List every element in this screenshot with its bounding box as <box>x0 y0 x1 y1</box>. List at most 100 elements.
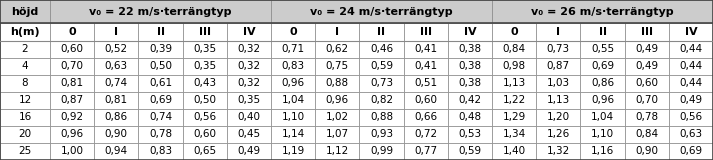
Bar <box>50 23 94 41</box>
Bar <box>448 126 492 143</box>
Bar <box>271 109 315 126</box>
Text: v₀ = 22 m/s·terrängtyp: v₀ = 22 m/s·terrängtyp <box>89 7 232 16</box>
Text: 0,69: 0,69 <box>679 147 702 156</box>
Bar <box>359 92 404 109</box>
Text: 0,99: 0,99 <box>370 147 393 156</box>
Bar <box>404 41 448 58</box>
Bar <box>669 109 713 126</box>
Bar <box>0 143 50 160</box>
Bar <box>580 92 625 109</box>
Text: 1,12: 1,12 <box>326 147 349 156</box>
Bar <box>580 109 625 126</box>
Text: 0,40: 0,40 <box>237 112 260 122</box>
Bar <box>183 23 227 41</box>
Bar <box>94 58 138 75</box>
Text: IV: IV <box>463 27 476 37</box>
Text: 0,45: 0,45 <box>237 129 260 140</box>
Bar <box>448 143 492 160</box>
Text: 0,73: 0,73 <box>370 78 393 88</box>
Bar <box>580 41 625 58</box>
Bar <box>492 75 536 92</box>
Bar <box>0 0 50 23</box>
Bar <box>669 126 713 143</box>
Bar <box>315 41 359 58</box>
Bar <box>315 75 359 92</box>
Bar <box>359 109 404 126</box>
Text: 1,13: 1,13 <box>503 78 525 88</box>
Bar <box>448 23 492 41</box>
Text: II: II <box>156 27 165 37</box>
Bar <box>138 75 183 92</box>
Text: 0,42: 0,42 <box>458 96 481 105</box>
Text: 0,49: 0,49 <box>635 44 658 54</box>
Text: 0: 0 <box>289 27 297 37</box>
Bar <box>359 126 404 143</box>
Text: 4: 4 <box>21 61 29 71</box>
Bar <box>536 126 580 143</box>
Text: 0,56: 0,56 <box>679 112 702 122</box>
Text: 0,60: 0,60 <box>61 44 83 54</box>
Text: 1,07: 1,07 <box>326 129 349 140</box>
Text: 0,72: 0,72 <box>414 129 437 140</box>
Text: 0,43: 0,43 <box>193 78 216 88</box>
Bar <box>183 126 227 143</box>
Bar <box>404 126 448 143</box>
Bar <box>50 92 94 109</box>
Text: 0,49: 0,49 <box>679 96 702 105</box>
Bar <box>227 126 271 143</box>
Bar <box>536 109 580 126</box>
Text: 0,59: 0,59 <box>370 61 393 71</box>
Text: 0,96: 0,96 <box>591 96 614 105</box>
Text: 0,38: 0,38 <box>458 61 481 71</box>
Bar <box>625 109 669 126</box>
Text: v₀ = 24 m/s·terrängtyp: v₀ = 24 m/s·terrängtyp <box>310 7 453 16</box>
Bar <box>138 23 183 41</box>
Text: 0,44: 0,44 <box>679 61 702 71</box>
Text: 0,49: 0,49 <box>237 147 260 156</box>
Bar <box>227 143 271 160</box>
Text: 0,66: 0,66 <box>414 112 437 122</box>
Bar <box>359 75 404 92</box>
Text: I: I <box>556 27 560 37</box>
Bar <box>315 23 359 41</box>
Text: III: III <box>199 27 211 37</box>
Bar <box>138 58 183 75</box>
Bar <box>492 41 536 58</box>
Text: 0,60: 0,60 <box>414 96 437 105</box>
Text: 0,32: 0,32 <box>237 44 260 54</box>
Bar <box>138 143 183 160</box>
Bar <box>50 75 94 92</box>
Text: 0,75: 0,75 <box>326 61 349 71</box>
Bar <box>492 126 536 143</box>
Text: 0,35: 0,35 <box>237 96 260 105</box>
Text: 0,61: 0,61 <box>149 78 172 88</box>
Text: 0,88: 0,88 <box>326 78 349 88</box>
Bar <box>138 41 183 58</box>
Bar <box>271 143 315 160</box>
Text: 0,70: 0,70 <box>635 96 658 105</box>
Bar <box>359 58 404 75</box>
Bar <box>404 23 448 41</box>
Text: 0,32: 0,32 <box>237 78 260 88</box>
Bar <box>50 143 94 160</box>
Bar <box>492 143 536 160</box>
Text: 1,26: 1,26 <box>547 129 570 140</box>
Text: 0,53: 0,53 <box>458 129 481 140</box>
Bar <box>227 41 271 58</box>
Text: 1,40: 1,40 <box>503 147 525 156</box>
Text: 1,16: 1,16 <box>591 147 614 156</box>
Text: 0,83: 0,83 <box>282 61 304 71</box>
Bar <box>50 0 271 23</box>
Text: 0,94: 0,94 <box>105 147 128 156</box>
Text: 1,34: 1,34 <box>503 129 525 140</box>
Text: 0,96: 0,96 <box>282 78 304 88</box>
Text: 0,48: 0,48 <box>458 112 481 122</box>
Text: 0,49: 0,49 <box>635 61 658 71</box>
Text: 1,32: 1,32 <box>547 147 570 156</box>
Text: 0,96: 0,96 <box>326 96 349 105</box>
Bar <box>404 75 448 92</box>
Text: 2: 2 <box>21 44 29 54</box>
Bar <box>271 92 315 109</box>
Bar <box>183 92 227 109</box>
Text: 20: 20 <box>19 129 31 140</box>
